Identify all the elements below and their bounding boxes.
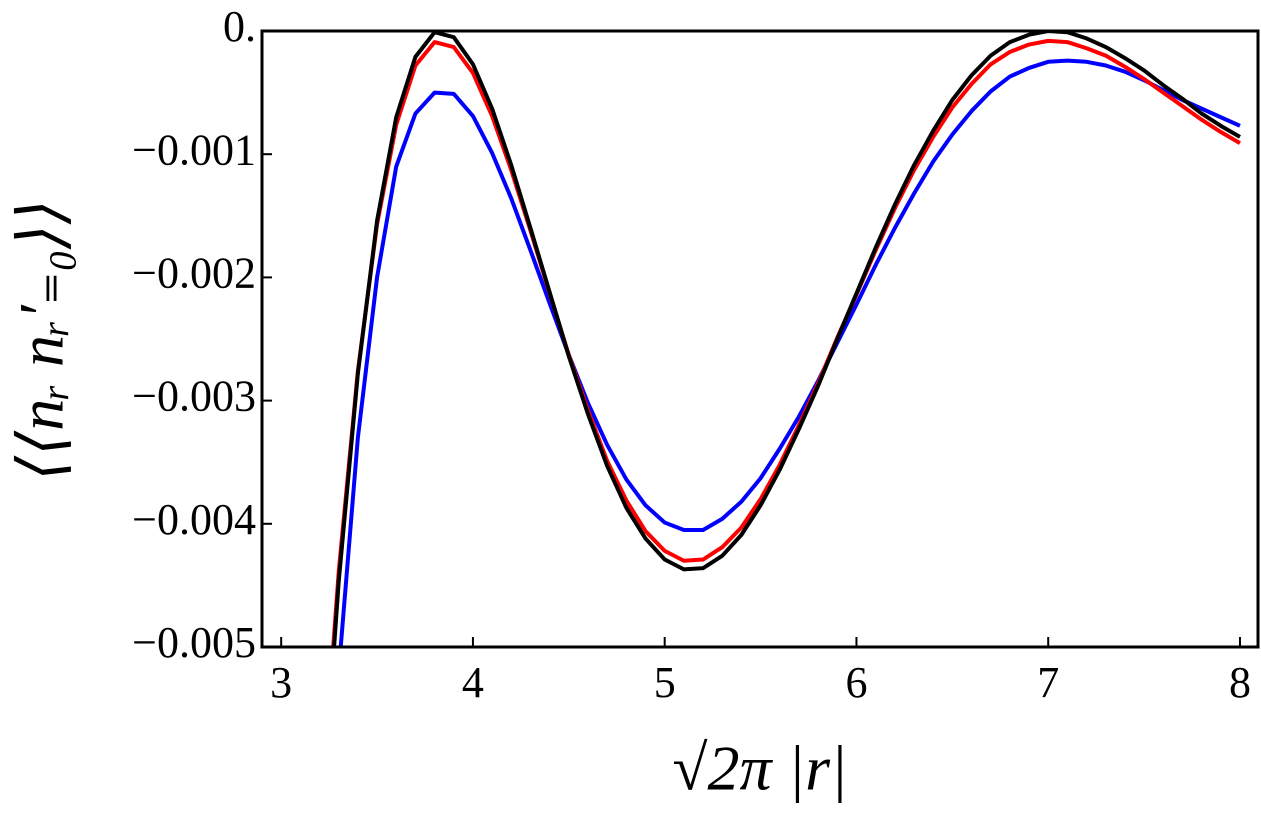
y-tick-label: −0.005 <box>132 618 256 667</box>
series-line <box>331 38 1241 647</box>
frame <box>260 29 1260 649</box>
plot-area <box>331 31 1241 647</box>
x-tick-label: 8 <box>1229 658 1251 707</box>
series-line <box>338 58 1241 647</box>
x-tick-label: 3 <box>270 658 292 707</box>
x-axis-label: √2π |r| <box>672 733 847 804</box>
series-line <box>332 31 1241 647</box>
x-tick-label: 6 <box>845 658 867 707</box>
y-tick-label: −0.003 <box>132 372 256 421</box>
y-tick-label: −0.002 <box>132 248 256 297</box>
y-tick-label: −0.004 <box>132 495 256 544</box>
x-tick-label: 4 <box>462 658 484 707</box>
y-tick-label: 0. <box>223 2 256 51</box>
x-tick-label: 7 <box>1037 658 1059 707</box>
y-axis-label: ⟨⟨nᵣ nᵣ′₌₀⟩⟩ <box>6 199 77 480</box>
y-tick-label: −0.001 <box>132 125 256 174</box>
x-tick-label: 5 <box>654 658 676 707</box>
